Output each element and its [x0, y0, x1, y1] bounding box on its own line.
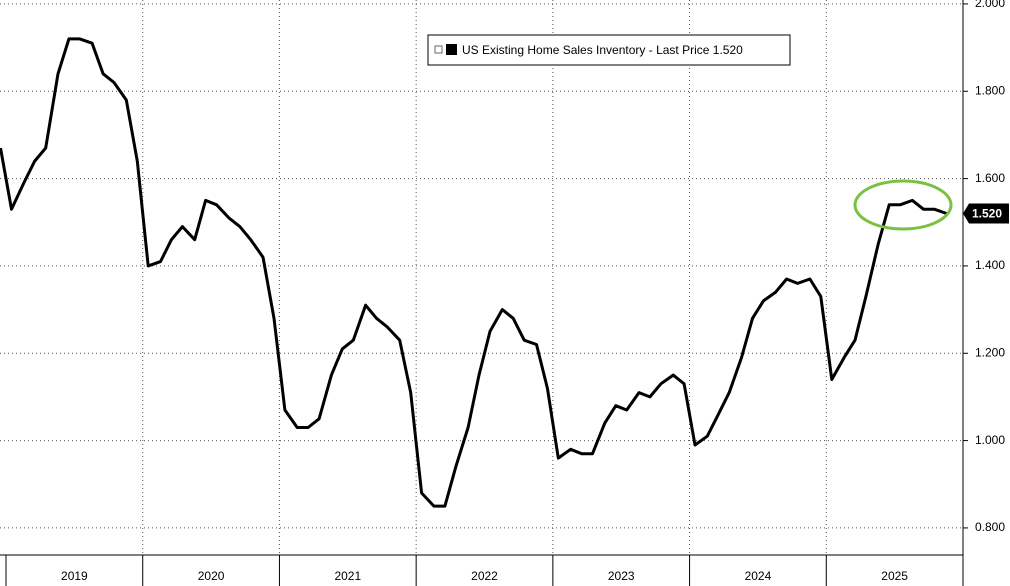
last-price-box	[963, 203, 1009, 224]
x-tick-label: 2023	[608, 569, 635, 583]
y-tick-label: 1.200	[975, 345, 1005, 359]
legend-toggle	[434, 45, 443, 54]
x-tick-label: 2019	[61, 569, 88, 583]
line	[0, 37, 948, 508]
x-tick-label: 2025	[881, 569, 908, 583]
legend-swatch	[446, 44, 457, 55]
y-tick-label: 1.400	[975, 258, 1005, 272]
y-tick-label: 1.800	[975, 83, 1005, 97]
x-tick-label: 2024	[745, 569, 772, 583]
x-tick-label: 2022	[471, 569, 498, 583]
last-price-label: 1.520	[972, 207, 1002, 221]
highlight-circle	[853, 179, 953, 231]
x-tick-label: 2021	[334, 569, 361, 583]
y-tick-label: 1.000	[975, 433, 1005, 447]
legend-box	[427, 34, 791, 66]
y-tick-label: 2.000	[975, 0, 1005, 10]
legend-label: US Existing Home Sales Inventory - Last …	[462, 43, 743, 57]
x-tick-label: 2020	[198, 569, 225, 583]
y-tick-label: 0.800	[975, 520, 1005, 534]
y-tick-label: 1.600	[975, 171, 1005, 185]
